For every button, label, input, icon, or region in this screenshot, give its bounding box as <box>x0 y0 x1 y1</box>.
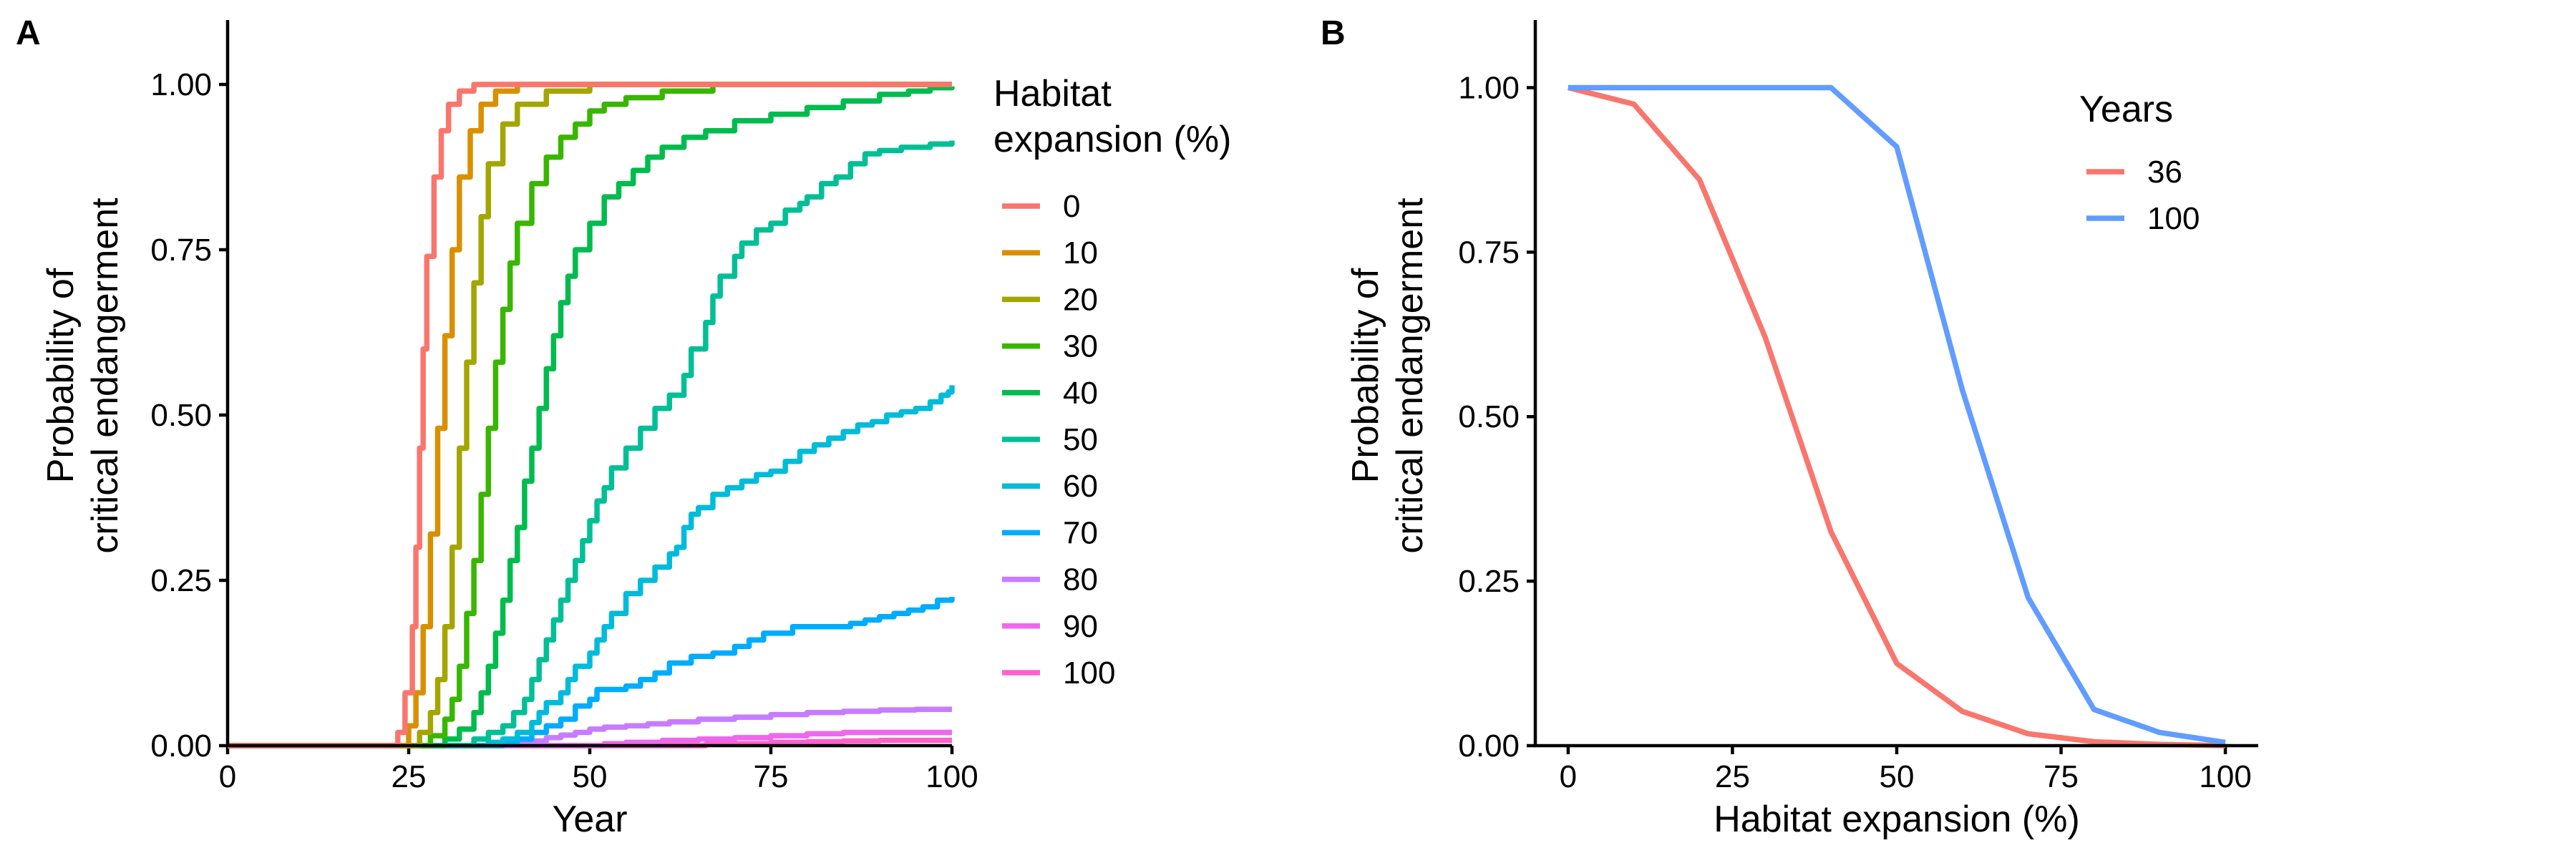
panel-a-legend-label: 30 <box>1063 329 1098 364</box>
panel-a-y-tick-label: 1.00 <box>150 67 212 102</box>
panel-a-legend-label: 60 <box>1063 469 1098 504</box>
panel-a: A Probability of critical endangerment 0… <box>16 14 1231 840</box>
panel-b-label: B <box>1321 14 1346 52</box>
panel-a-series-line-20 <box>228 82 952 749</box>
panel-b-x-tick-label: 100 <box>2199 759 2251 794</box>
panel-b-series-line-100 <box>1568 84 2226 746</box>
panel-b-y-tick-label: 0.25 <box>1458 564 1520 599</box>
panel-b-x-tick-label: 25 <box>1715 759 1750 794</box>
panel-b-y-axis-title: Probability of <box>1345 268 1386 483</box>
panel-a-legend-label: 100 <box>1063 655 1115 691</box>
panel-b-y-tick-label: 0.75 <box>1458 235 1520 270</box>
panel-a-x-tick-label: 25 <box>392 759 427 794</box>
panel-a-series-line-90 <box>228 729 952 749</box>
panel-a-series-line-80 <box>228 706 952 749</box>
panel-b-series-line-36 <box>1567 84 2226 749</box>
panel-a-legend-title: Habitat <box>993 73 1112 114</box>
panel-b-x-tick-label: 75 <box>2043 759 2079 794</box>
panel-b-axes <box>1533 20 2258 748</box>
panel-a-legend-label: 80 <box>1063 562 1098 598</box>
panel-a-y-tick-label: 0.00 <box>150 728 212 764</box>
panel-a-legend-label: 10 <box>1063 235 1098 270</box>
panel-b-legend: Years 36 100 <box>2079 89 2200 236</box>
panel-b-y-tick-label: 0.00 <box>1458 728 1520 764</box>
panel-a-series-line-10 <box>228 82 952 749</box>
panel-a-legend-label: 20 <box>1063 282 1098 317</box>
panel-b-x-axis-title: Habitat expansion (%) <box>1714 799 2080 840</box>
panel-a-y-tick-label: 0.50 <box>150 398 212 433</box>
panel-a-series-line-50 <box>228 140 955 749</box>
panel-a-series-line-40 <box>228 84 955 749</box>
panel-a-axes <box>225 20 952 748</box>
panel-b-x-tick-label: 50 <box>1880 759 1915 794</box>
panel-a-x-tick-label: 100 <box>925 759 978 794</box>
panel-a-label: A <box>16 14 41 52</box>
panel-a-legend: Habitat expansion (%) 0 10 20 30 40 50 60 70 80 9… <box>993 73 1231 691</box>
panel-b: B Probability of critical endangerment 0… <box>1321 14 2258 840</box>
panel-a-y-tick-label: 0.25 <box>150 563 212 598</box>
panel-a-y-axis-title: Probability of <box>40 268 82 483</box>
panel-a-legend-label: 40 <box>1063 376 1098 411</box>
panel-a-series-line-30 <box>228 82 952 749</box>
panel-a-x-axis-title: Year <box>552 799 627 840</box>
panel-a-series-line-0 <box>228 82 952 749</box>
panel-b-x-tick-label: 0 <box>1560 759 1577 794</box>
panel-b-legend-label: 36 <box>2147 155 2182 190</box>
panel-a-legend-label: 0 <box>1063 189 1080 224</box>
panel-a-legend-title-line2: expansion (%) <box>993 119 1231 160</box>
panel-a-y-tick-label: 0.75 <box>150 233 212 268</box>
panel-a-legend-label: 90 <box>1063 609 1098 644</box>
panel-b-legend-title: Years <box>2079 89 2173 130</box>
panel-a-x-tick-label: 75 <box>754 759 789 794</box>
panel-a-y-axis-title-line2: critical endangerment <box>84 198 126 554</box>
panel-a-series-line-70 <box>228 597 955 749</box>
panel-a-series-line-60 <box>228 385 955 749</box>
panel-b-y-tick-label: 0.50 <box>1458 399 1520 434</box>
panel-a-x-tick-label: 0 <box>219 759 236 794</box>
panel-b-y-tick-label: 1.00 <box>1458 70 1520 105</box>
panel-a-legend-label: 50 <box>1063 422 1098 457</box>
panel-b-y-axis-title-line2: critical endangerment <box>1389 198 1431 554</box>
panel-b-legend-label: 100 <box>2147 201 2200 236</box>
panel-a-x-tick-label: 50 <box>573 759 608 794</box>
panel-a-legend-label: 70 <box>1063 515 1098 550</box>
